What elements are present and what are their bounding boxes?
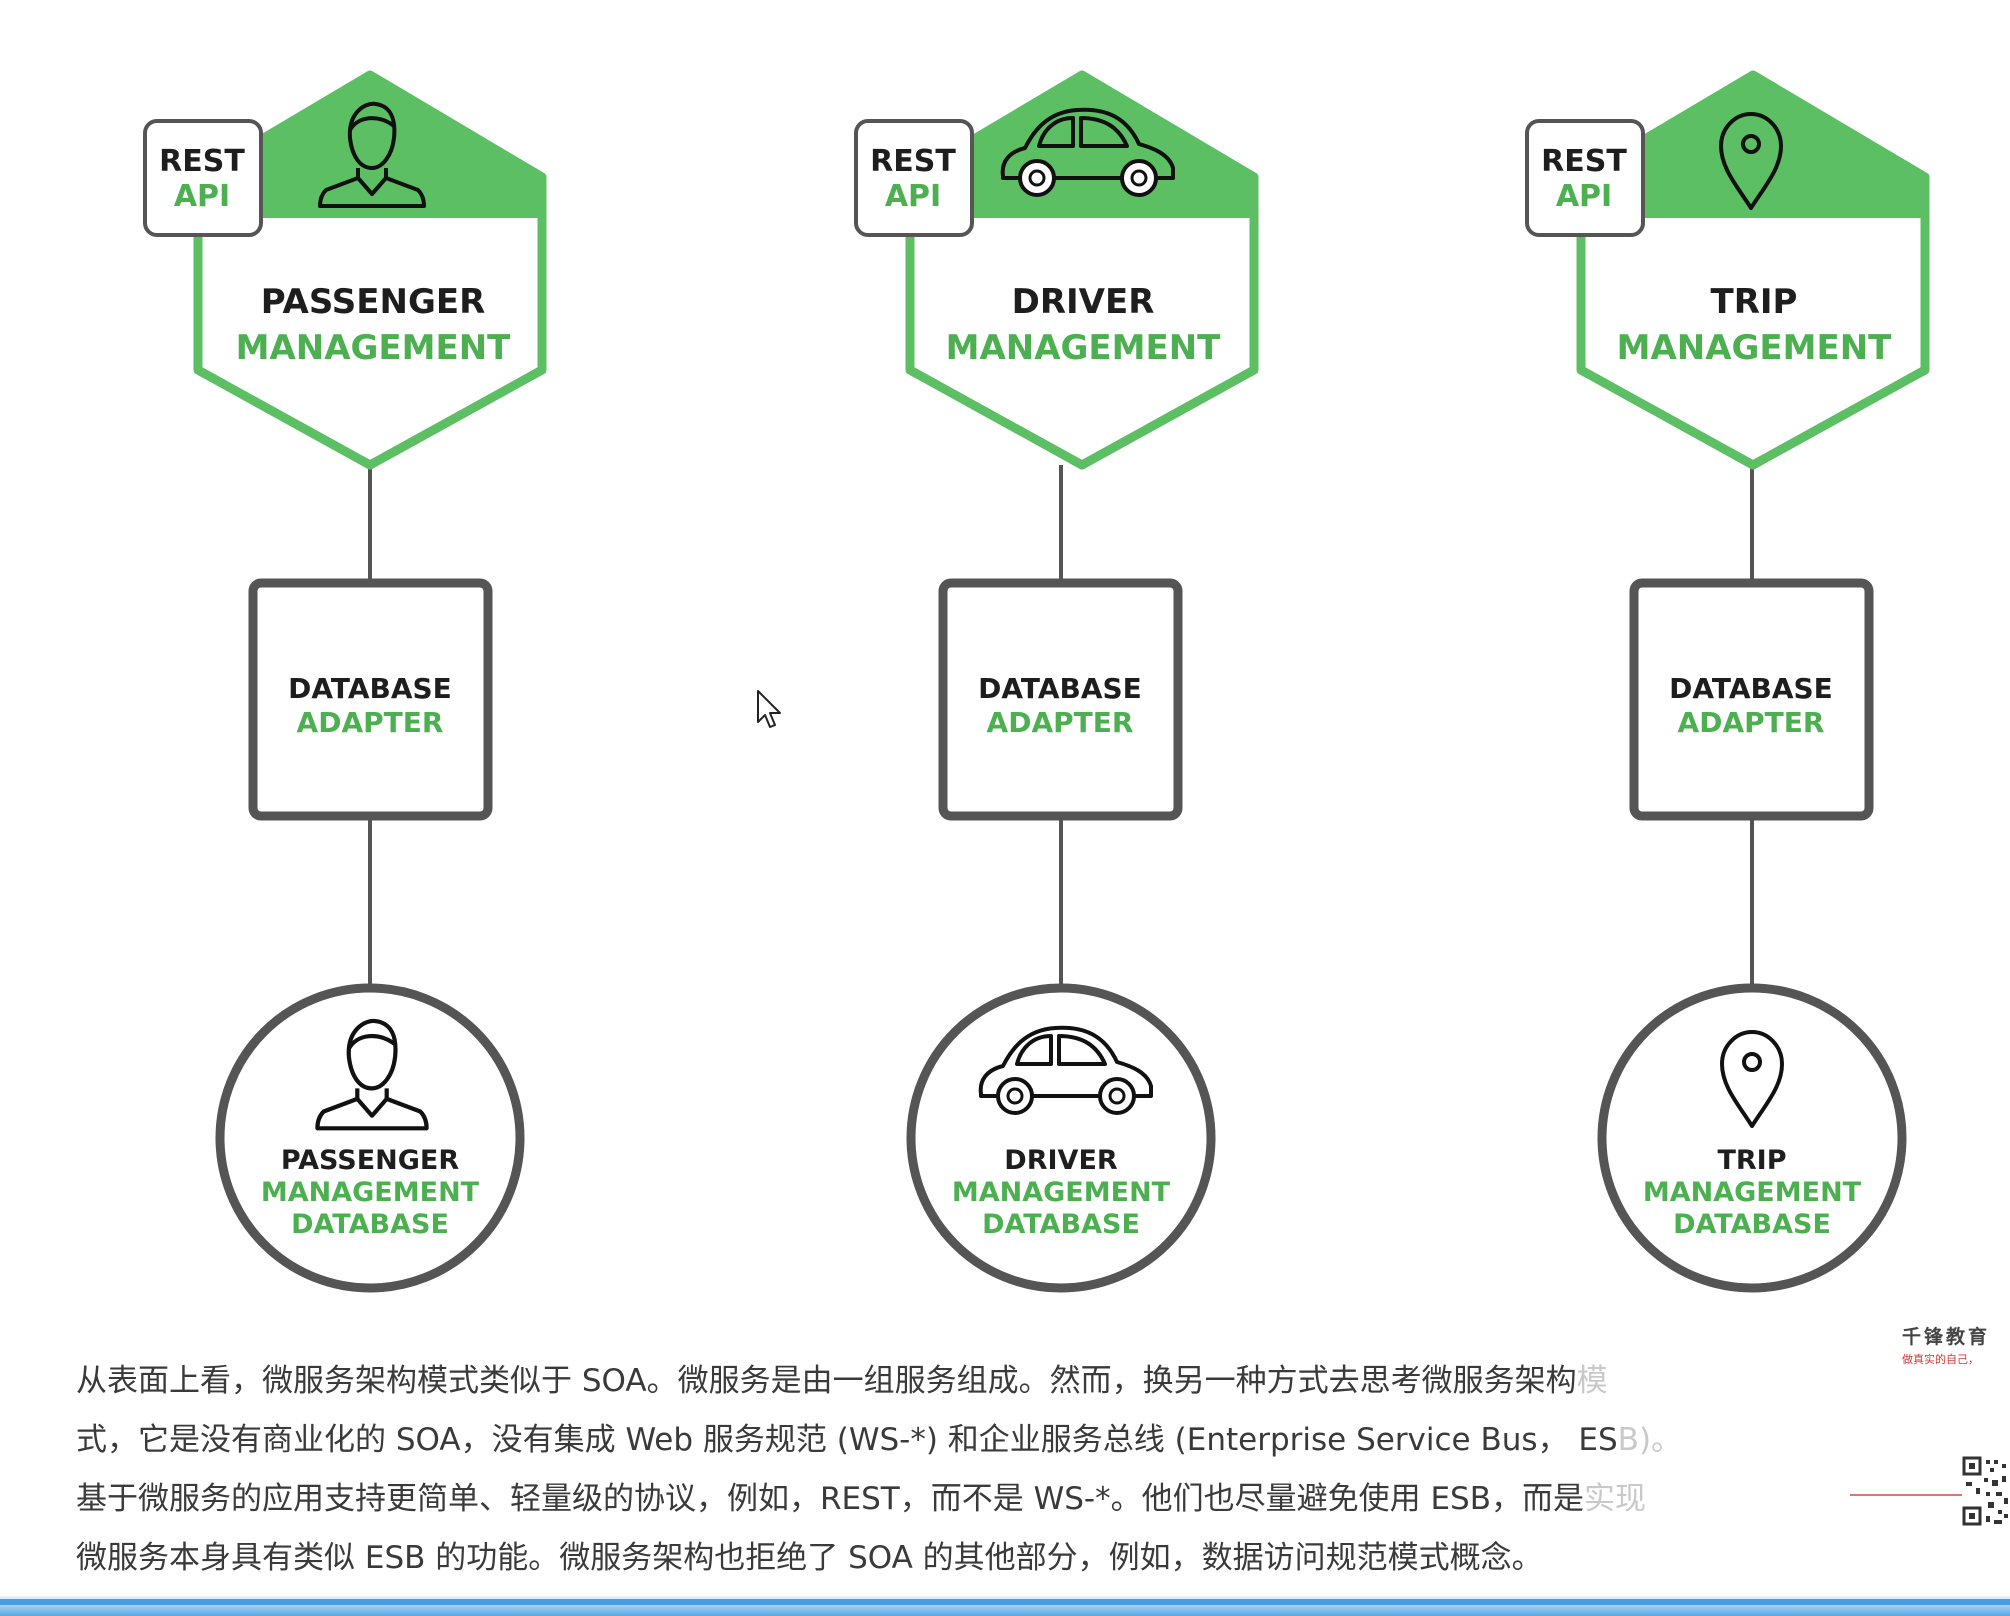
svg-text:DRIVER: DRIVER xyxy=(1004,1145,1118,1176)
svg-text:REST: REST xyxy=(159,144,245,179)
svg-text:API: API xyxy=(885,179,941,214)
microservices-diagram: PASSENGER MANAGEMENT REST API DATABASE A… xyxy=(143,70,1930,1293)
trip-service-hexagon: TRIP MANAGEMENT xyxy=(1576,70,1930,470)
svg-text:ADAPTER: ADAPTER xyxy=(1678,706,1825,739)
driver-service-column: DRIVER MANAGEMENT REST API DATABASE ADAP… xyxy=(854,70,1259,1293)
passenger-rest-api-badge: REST API xyxy=(143,119,263,237)
svg-text:ADAPTER: ADAPTER xyxy=(987,706,1134,739)
svg-text:API: API xyxy=(174,179,230,214)
trip-management-database: TRIP MANAGEMENT DATABASE xyxy=(1597,983,1907,1293)
brand-watermark: 千锋教育 做真实的自己， xyxy=(1902,1322,2010,1367)
driver-database-adapter: DATABASE ADAPTER xyxy=(938,578,1183,821)
svg-text:DATABASE: DATABASE xyxy=(978,672,1142,705)
trip-rest-api-badge: REST API xyxy=(1525,119,1645,237)
svg-text:DATABASE: DATABASE xyxy=(291,1209,449,1240)
paragraph-line: 基于微服务的应用支持更简单、轻量级的协议，例如，REST，而不是 WS-*。他们… xyxy=(76,1481,1646,1517)
svg-text:DATABASE: DATABASE xyxy=(1673,1209,1831,1240)
qr-code-icon xyxy=(1962,1456,2010,1528)
trip-service-subtitle: MANAGEMENT xyxy=(1617,328,1893,368)
svg-text:ADAPTER: ADAPTER xyxy=(297,706,444,739)
svg-text:MANAGEMENT: MANAGEMENT xyxy=(952,1177,1171,1208)
passenger-management-database: PASSENGER MANAGEMENT DATABASE xyxy=(215,983,525,1293)
svg-text:DATABASE: DATABASE xyxy=(982,1209,1140,1240)
passenger-database-adapter: DATABASE ADAPTER xyxy=(248,578,493,821)
svg-text:REST: REST xyxy=(870,144,956,179)
driver-rest-api-badge: REST API xyxy=(854,119,974,237)
driver-service-hexagon: DRIVER MANAGEMENT xyxy=(905,70,1259,470)
passenger-service-title: PASSENGER xyxy=(261,282,486,322)
passenger-service-subtitle: MANAGEMENT xyxy=(236,328,512,368)
trip-service-column: TRIP MANAGEMENT REST API DATABASE ADAPTE… xyxy=(1525,70,1930,1293)
driver-service-title: DRIVER xyxy=(1012,282,1155,322)
brand-divider xyxy=(1850,1494,1962,1496)
progress-strip xyxy=(0,1599,2010,1605)
brand-slogan: 做真实的自己， xyxy=(1902,1353,1979,1366)
svg-text:REST: REST xyxy=(1541,144,1627,179)
trip-service-title: TRIP xyxy=(1711,282,1798,322)
svg-text:MANAGEMENT: MANAGEMENT xyxy=(261,1177,480,1208)
svg-text:DATABASE: DATABASE xyxy=(1669,672,1833,705)
paragraph-line: 式，它是没有商业化的 SOA，没有集成 Web 服务规范 (WS-*) 和企业服… xyxy=(76,1422,1683,1458)
paragraph-line: 从表面上看，微服务架构模式类似于 SOA。微服务是由一组服务组成。然而，换另一种… xyxy=(76,1363,1608,1399)
svg-text:DATABASE: DATABASE xyxy=(288,672,452,705)
driver-service-subtitle: MANAGEMENT xyxy=(946,328,1222,368)
svg-text:PASSENGER: PASSENGER xyxy=(281,1145,460,1176)
svg-text:TRIP: TRIP xyxy=(1717,1145,1786,1176)
description-paragraph: 从表面上看，微服务架构模式类似于 SOA。微服务是由一组服务组成。然而，换另一种… xyxy=(76,1352,1956,1588)
svg-text:API: API xyxy=(1556,179,1612,214)
svg-text:MANAGEMENT: MANAGEMENT xyxy=(1643,1177,1862,1208)
bottom-progress-bar xyxy=(0,1596,2010,1616)
passenger-service-column: PASSENGER MANAGEMENT REST API DATABASE A… xyxy=(143,70,547,1293)
driver-management-database: DRIVER MANAGEMENT DATABASE xyxy=(906,983,1216,1293)
brand-name: 千锋教育 xyxy=(1902,1326,1991,1348)
paragraph-line: 微服务本身具有类似 ESB 的功能。微服务架构也拒绝了 SOA 的其他部分，例如… xyxy=(76,1540,1543,1576)
mouse-cursor-icon xyxy=(757,690,781,728)
trip-database-adapter: DATABASE ADAPTER xyxy=(1629,578,1874,821)
